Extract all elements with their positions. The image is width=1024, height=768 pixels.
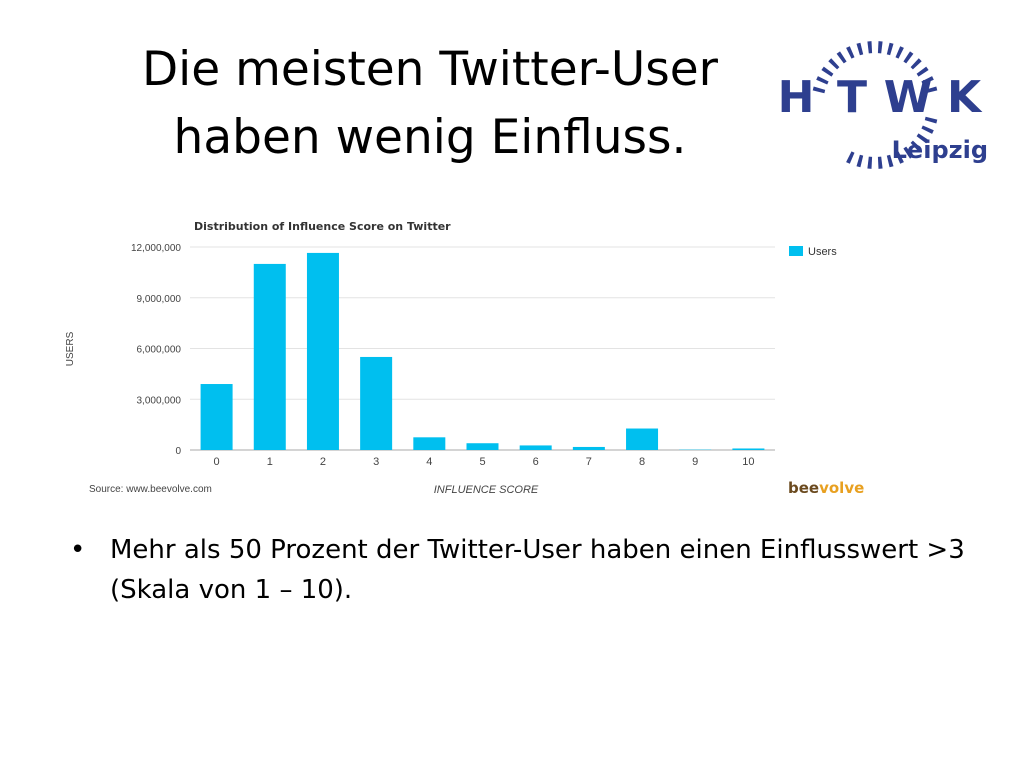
beevolve-logo-part-1: bee	[788, 479, 819, 497]
x-tick-label: 6	[533, 456, 539, 468]
logo-arc-segment	[903, 146, 914, 159]
logo-letter-k: K	[947, 72, 983, 123]
influence-score-chart: Distribution of Influence Score on Twitt…	[65, 220, 864, 497]
x-axis-label: INFLUENCE SCORE	[434, 484, 539, 496]
bar-score-1	[253, 263, 286, 450]
logo-arc-segment	[828, 58, 840, 70]
y-tick-label: 12,000,000	[131, 243, 181, 254]
bar-score-5	[466, 443, 499, 450]
y-tick-label: 6,000,000	[137, 345, 182, 356]
bar-score-7	[572, 446, 605, 450]
htwk-leipzig-logo: H T W K Leipzig	[778, 41, 988, 169]
logo-letter-t: T	[837, 72, 867, 123]
chart-title: Distribution of Influence Score on Twitt…	[194, 220, 451, 233]
x-tick-label: 1	[267, 456, 273, 468]
logo-arc-segment	[877, 156, 883, 169]
bar-score-4	[413, 437, 446, 450]
chart-bars	[200, 252, 765, 450]
logo-arc-segment	[910, 58, 922, 70]
logo-arc-segment	[921, 76, 934, 85]
logo-arc-segment	[886, 154, 894, 168]
legend: Users	[789, 246, 837, 258]
logo-letter-w: W	[884, 72, 933, 123]
x-tick-label: 3	[373, 456, 379, 468]
logo-arc-segment	[867, 156, 873, 169]
legend-swatch-users	[789, 246, 803, 256]
logo-arc-segment	[877, 41, 883, 54]
beevolve-logo: beevolve	[788, 479, 864, 497]
logo-arc-segment	[910, 140, 922, 152]
logo-arc-segment	[846, 46, 855, 59]
logo-arc-segment	[821, 66, 834, 77]
logo-letter-h: H	[778, 72, 815, 123]
x-tick-label: 10	[742, 456, 754, 468]
logo-arc-pattern	[812, 41, 938, 169]
logo-arc-segment	[916, 66, 929, 77]
logo-arc-segment	[921, 125, 934, 134]
logo-arc-segment	[816, 76, 829, 85]
logo-arc-segment	[846, 151, 855, 164]
slide-title-line-2: haben wenig Einfluss.	[173, 110, 687, 165]
x-tick-label: 0	[214, 456, 220, 468]
logo-arc-segment	[895, 151, 904, 164]
logo-arc-segment	[886, 42, 894, 56]
x-tick-label: 9	[692, 456, 698, 468]
bar-score-6	[519, 445, 552, 450]
logo-arc-segment	[924, 86, 938, 94]
x-tick-label: 7	[586, 456, 592, 468]
x-tick-label: 8	[639, 456, 645, 468]
legend-label-users: Users	[808, 246, 837, 258]
slide-title-line-1: Die meisten Twitter-User	[141, 42, 719, 97]
logo-arc-segment	[812, 86, 826, 94]
logo-arc-segment	[867, 41, 873, 54]
logo-arc-segment	[903, 51, 914, 64]
logo-arc-segment	[895, 46, 904, 59]
x-tick-label: 2	[320, 456, 326, 468]
logo-arc-segment	[924, 116, 938, 124]
y-tick-label: 3,000,000	[137, 395, 182, 406]
logo-arc-segment	[856, 42, 864, 56]
bar-score-2	[306, 252, 339, 450]
bar-score-10	[732, 448, 765, 450]
logo-arc-segment	[856, 154, 864, 168]
logo-city: Leipzig	[892, 136, 988, 164]
slide-title: Die meisten Twitter-User haben wenig Ein…	[60, 36, 800, 172]
chart-x-ticks: 0 1 2 3 4 5 6 7 8 9 10	[214, 456, 755, 468]
logo-arc-segment	[916, 133, 929, 144]
bullet-item: Mehr als 50 Prozent der Twitter-User hab…	[68, 530, 968, 610]
bar-score-8	[626, 428, 659, 450]
bullet-list: Mehr als 50 Prozent der Twitter-User hab…	[68, 530, 968, 610]
x-tick-label: 4	[426, 456, 432, 468]
chart-y-ticks: 0 3,000,000 6,000,000 9,000,000 12,000,000	[131, 243, 182, 457]
y-tick-label: 0	[175, 446, 181, 457]
y-tick-label: 9,000,000	[137, 294, 182, 305]
chart-source: Source: www.beevolve.com	[89, 484, 212, 495]
beevolve-logo-part-2: volve	[819, 479, 864, 497]
logo-arc-segment	[836, 51, 847, 64]
x-tick-label: 5	[479, 456, 485, 468]
bar-score-3	[360, 356, 393, 450]
bar-score-0	[200, 384, 233, 450]
y-axis-label: USERS	[65, 331, 76, 366]
